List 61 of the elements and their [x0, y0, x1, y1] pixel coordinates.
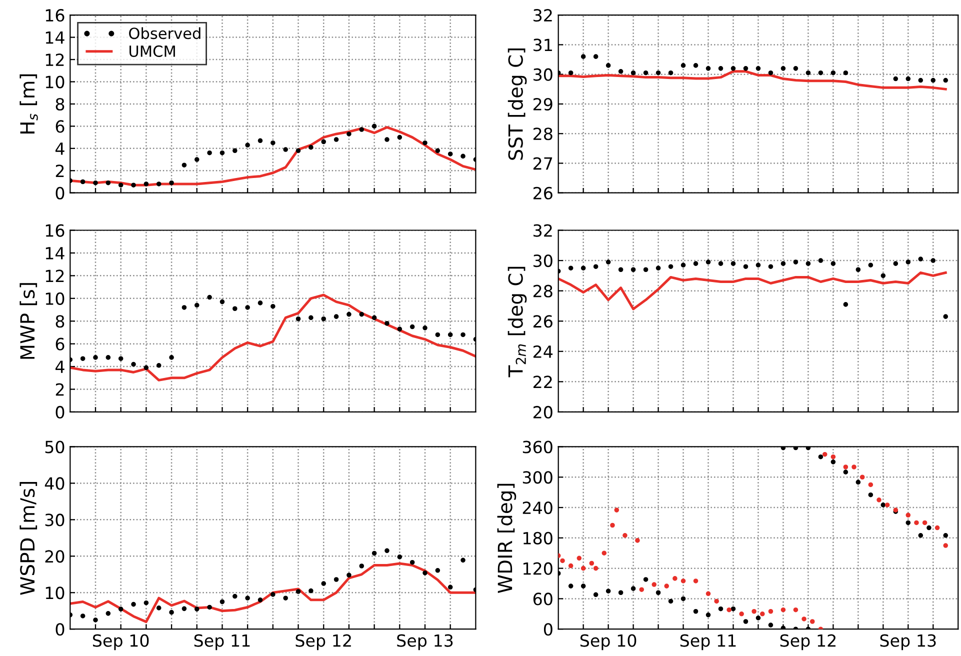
y-tick-label: 2: [56, 164, 64, 177]
x-tick-label: Sep 12: [296, 634, 351, 650]
y-tick-label: 8: [56, 98, 64, 111]
y-tick-label: 0: [56, 623, 64, 636]
y-axis-title: WDIR [deg]: [497, 484, 516, 593]
x-tick-label: Sep 10: [580, 634, 636, 650]
y-tick-label: 30: [534, 68, 552, 81]
y-tick-label: 360: [522, 440, 552, 454]
y-tick-label: 10: [46, 586, 64, 600]
y-tick-label: 2: [56, 383, 64, 396]
y-tick-label: 27: [533, 157, 552, 170]
y-tick-label: 0: [544, 623, 552, 636]
x-tick-label: Sep 13: [397, 634, 453, 650]
y-tick-label: 32: [534, 224, 552, 237]
y-tick-label: 60: [533, 592, 552, 606]
y-tick-label: 180: [524, 532, 552, 544]
y-axis-title: WSPD [m/s]: [20, 482, 38, 595]
y-tick-label: 26: [533, 186, 552, 200]
y-tick-label: 300: [522, 471, 552, 484]
y-tick-label: 12: [46, 53, 64, 66]
y-axis-title: MWP [s]: [20, 283, 38, 359]
y-tick-label: 8: [56, 315, 64, 328]
y-tick-label: 240: [522, 501, 552, 514]
y-tick-label: 16: [46, 224, 64, 237]
y-axis-title: SST [deg C]: [508, 48, 527, 160]
y-tick-label: 16: [46, 9, 64, 22]
y-axis-title: H$_{s}$ [m]: [20, 74, 38, 134]
y-tick-label: 24: [533, 345, 553, 358]
legend-label: UMCM: [130, 45, 175, 57]
x-tick-label: Sep 11: [194, 634, 250, 650]
y-tick-label: 10: [46, 76, 64, 88]
y-tick-label: 0: [56, 406, 64, 419]
x-tick-label: Sep 10: [92, 634, 149, 650]
y-tick-label: 29: [533, 98, 552, 111]
y-tick-label: 120: [524, 562, 552, 575]
legend-label: Observed: [129, 27, 200, 40]
x-tick-label: Sep 12: [780, 634, 836, 650]
y-tick-label: 4: [56, 142, 64, 155]
y-tick-label: 6: [56, 338, 64, 350]
y-tick-label: 0: [56, 186, 64, 200]
y-tick-label: 30: [534, 254, 552, 268]
y-tick-label: 6: [56, 120, 64, 133]
y-tick-label: 20: [533, 406, 552, 419]
y-tick-label: 31: [534, 38, 552, 52]
y-tick-label: 40: [44, 477, 64, 490]
y-tick-label: 20: [45, 550, 64, 563]
y-tick-label: 32: [534, 9, 552, 22]
y-tick-label: 26: [533, 315, 552, 328]
y-tick-label: 4: [56, 360, 64, 373]
y-tick-label: 12: [46, 270, 64, 282]
y-tick-label: 30: [45, 514, 64, 526]
x-tick-label: Sep 11: [680, 634, 736, 650]
y-tick-label: 22: [533, 376, 552, 388]
y-tick-label: 50: [45, 440, 64, 454]
y-tick-label: 10: [46, 292, 64, 305]
x-tick-label: Sep 13: [880, 634, 936, 650]
y-tick-label: 28: [533, 284, 552, 298]
y-tick-label: 28: [533, 128, 552, 140]
y-axis-title: T$_{2m}$ [deg C]: [508, 266, 527, 378]
y-tick-label: 14: [46, 247, 64, 260]
y-tick-label: 14: [46, 31, 64, 44]
